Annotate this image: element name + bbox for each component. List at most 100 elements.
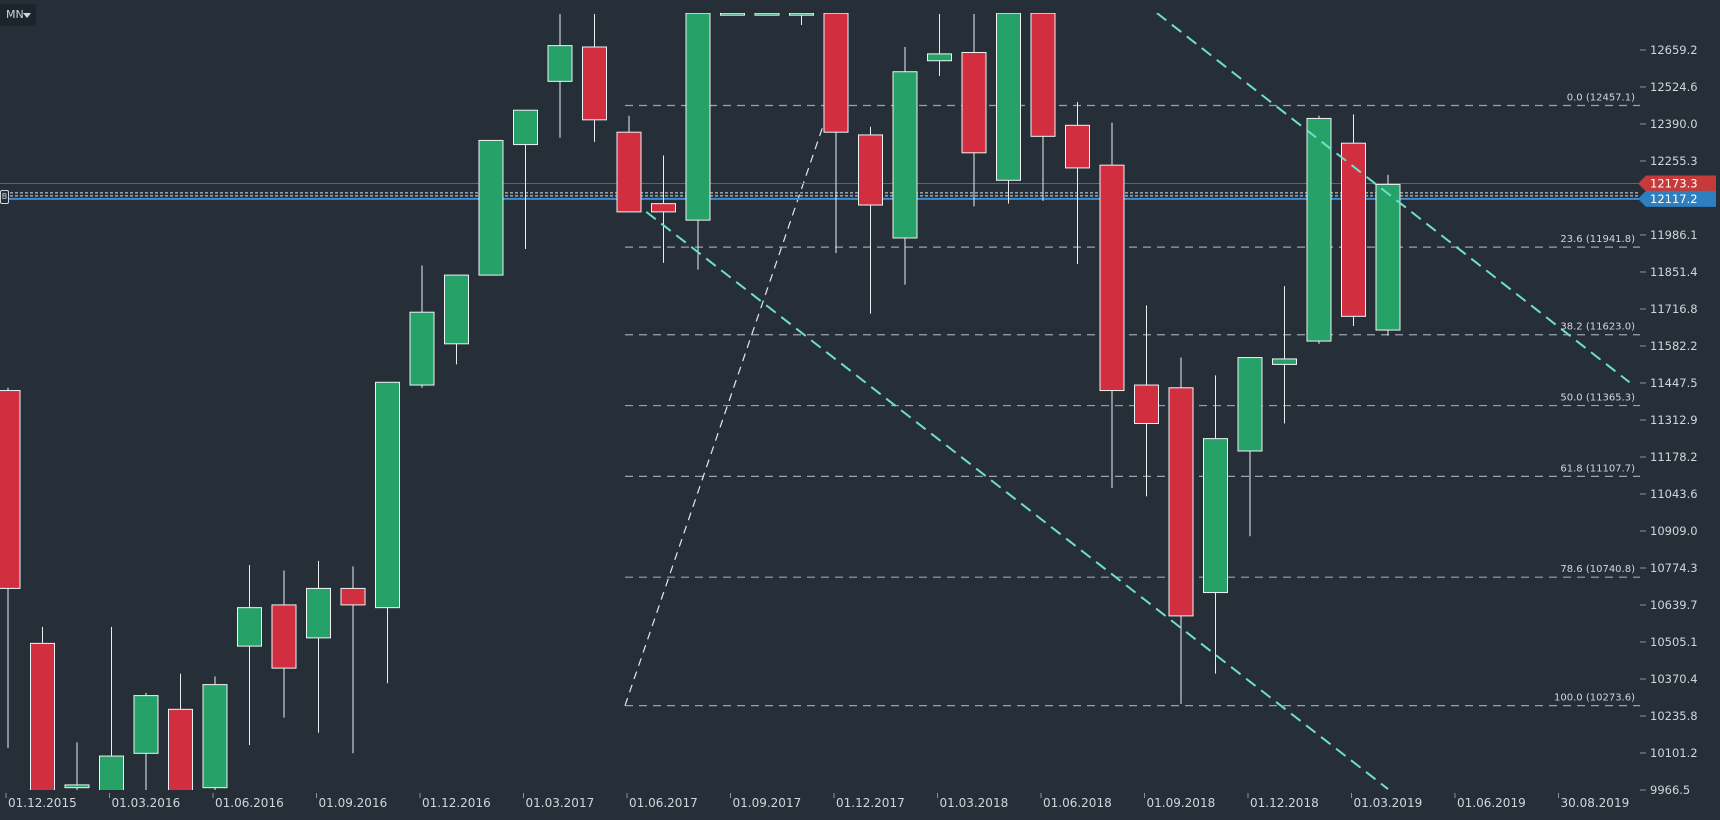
y-axis-tick-label: 11043.6 [1650,487,1698,501]
candle [1237,357,1263,537]
candle-body [1203,438,1228,594]
candle [1375,174,1401,336]
candle-body [927,53,952,62]
candle-body [133,695,159,754]
x-axis-tick-label: 01.12.2016 [422,796,491,810]
candle [1341,114,1366,326]
candle-body [1065,124,1090,169]
candle-body [616,131,642,213]
candle [306,560,331,733]
y-axis-tick-label: 11851.4 [1650,265,1698,279]
price-badge-label: 12117.2 [1650,192,1698,206]
candle [823,13,849,254]
fib-level-label: 38.2 (11623.0) [1560,322,1635,333]
fib-level-label: 100.0 (10273.6) [1554,693,1635,704]
x-axis-tick-label: 01.09.2016 [319,796,388,810]
y-axis-tick-label: 12524.6 [1650,80,1698,94]
x-axis-tick-label: 01.03.2018 [940,796,1009,810]
candle-body [1030,13,1056,137]
candle-body [996,13,1021,181]
candle [892,46,918,285]
candle-body [858,134,883,206]
candle-body [375,381,400,609]
price-line-handle-icon[interactable]: B [0,190,9,204]
candle-body [409,311,435,386]
lower-trendline [645,211,1389,790]
candle [237,565,262,746]
candle [478,139,504,276]
y-axis-tick-label: 11582.2 [1650,339,1698,353]
timeframe-selector[interactable]: MN [0,4,36,26]
y-axis-tick-label: 12390.0 [1650,117,1698,131]
candle-body [1134,384,1159,425]
y-axis-tick-label: 10505.1 [1650,635,1698,649]
x-axis-tick-label: 01.03.2016 [112,796,181,810]
candle-body [754,13,780,16]
candle [858,126,883,314]
x-axis-tick-label: 01.12.2015 [8,796,77,810]
y-axis-tick-label: 10101.2 [1650,746,1698,760]
candle [168,673,193,790]
x-axis-tick-label: 01.06.2016 [215,796,284,810]
candle [1030,13,1056,201]
candle [271,570,297,718]
x-axis-tick-label: 30.08.2019 [1561,796,1630,810]
price-badge-label: 12173.3 [1650,177,1698,191]
candle [754,13,780,16]
candle-body [237,607,262,647]
y-axis-tick-label: 10774.3 [1650,561,1698,575]
bid-price-badge: 12173.3 [1638,175,1716,192]
fib-level-label: 61.8 (11107.7) [1560,463,1635,474]
y-axis-tick-label: 9966.5 [1650,783,1690,797]
chevron-down-icon [23,13,31,18]
candle-body [823,13,849,133]
candle [444,274,469,365]
candle [30,626,55,790]
candle [1168,357,1194,704]
y-axis-tick-label: 11447.5 [1650,376,1698,390]
candle-body [306,587,331,639]
x-axis-tick-label: 01.03.2017 [526,796,595,810]
candle [1203,375,1228,674]
ask-price-badge: 12117.2 [1638,190,1716,207]
candle-body [1237,357,1263,452]
candle-body [961,51,987,154]
candle [64,742,90,790]
timeframe-label: MN [6,8,24,21]
candle [513,109,538,249]
candle [1065,101,1090,265]
candle [1134,305,1159,497]
fib-level-label: 0.0 (12457.1) [1567,93,1635,104]
candle [789,13,814,26]
fib-level-label: 23.6 (11941.8) [1560,234,1635,245]
candle-body [547,45,573,82]
y-axis-tick-label: 11716.8 [1650,302,1698,316]
candle-body [30,642,55,790]
candle-body [1099,164,1125,392]
y-axis-tick-label: 10639.7 [1650,598,1698,612]
candle-body [685,13,711,221]
candle-body [168,708,193,790]
plot-area [0,13,1640,790]
x-axis-tick-label: 01.06.2017 [629,796,698,810]
y-axis-tick-label: 10909.0 [1650,524,1698,538]
candle [927,14,952,76]
candle [1099,122,1125,489]
upper-trendline [1156,13,1631,384]
candle-body [513,109,538,146]
candle [1306,115,1332,344]
candle [720,13,745,16]
candle-body [1168,387,1194,617]
y-axis-tick-label: 11178.2 [1650,450,1698,464]
candle [340,566,366,754]
candle-body [444,274,469,345]
x-axis-tick-label: 01.12.2018 [1250,796,1319,810]
fib-anchor-line [624,105,831,706]
price-badge-shape [1638,175,1716,192]
candle-body [0,390,21,589]
x-axis-tick-label: 01.09.2017 [733,796,802,810]
candle [375,381,400,684]
y-axis-tick-label: 10370.4 [1650,672,1698,686]
candle [133,692,159,790]
